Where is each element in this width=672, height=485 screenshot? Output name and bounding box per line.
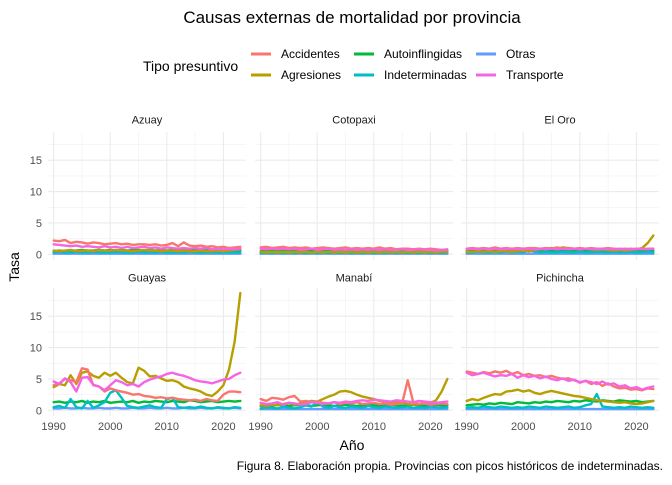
y-tick-label: 0 bbox=[36, 405, 42, 417]
chart-title: Causas externas de mortalidad por provin… bbox=[183, 8, 521, 27]
x-tick-label: 2020 bbox=[211, 421, 235, 433]
y-tick-label: 10 bbox=[30, 343, 42, 355]
y-tick-label: 5 bbox=[36, 374, 42, 386]
y-tick-label: 10 bbox=[30, 187, 42, 199]
x-axis-label: Año bbox=[340, 437, 365, 453]
legend-item-indeterminadas: Indeterminadas bbox=[354, 68, 467, 82]
legend-label-transporte: Transporte bbox=[506, 68, 564, 82]
series-line-indeterminadas bbox=[259, 400, 449, 410]
y-tick-label: 5 bbox=[36, 218, 42, 230]
x-tick-label: 1990 bbox=[41, 421, 65, 433]
panel-strip-label: Cotopaxi bbox=[332, 115, 375, 127]
series-line-transporte bbox=[52, 243, 242, 251]
legend-title: Tipo presuntivo bbox=[143, 58, 238, 74]
legend: Tipo presuntivo Accidentes Agresiones Auto… bbox=[143, 47, 564, 82]
x-tick-label: 2000 bbox=[305, 421, 329, 433]
panel-cotopaxi: Cotopaxi bbox=[255, 115, 453, 260]
series-line-transporte bbox=[465, 247, 655, 251]
panel-strip-label: El Oro bbox=[544, 115, 575, 127]
series-line-autoinflingidas bbox=[465, 399, 655, 407]
legend-item-transporte: Transporte bbox=[476, 68, 564, 82]
series-line-accidentes bbox=[52, 238, 242, 250]
legend-item-accidentes: Accidentes bbox=[251, 47, 340, 61]
x-tick-label: 2010 bbox=[362, 421, 386, 433]
panel-series bbox=[52, 291, 242, 410]
series-line-autoinflingidas bbox=[52, 399, 242, 405]
panel-series bbox=[465, 234, 655, 255]
series-line-transporte bbox=[52, 371, 242, 393]
series-line-accidentes bbox=[52, 367, 242, 403]
series-line-transporte bbox=[259, 398, 449, 406]
panel-grid bbox=[48, 288, 246, 416]
panel-series bbox=[465, 369, 655, 411]
legend-label-accidentes: Accidentes bbox=[281, 47, 340, 61]
series-line-transporte bbox=[259, 247, 449, 252]
panel-grid bbox=[255, 288, 453, 416]
series-line-accidentes bbox=[259, 379, 449, 406]
panel-azuay: Azuay 0 5 10 15 bbox=[30, 115, 246, 261]
panel-pichincha: Pichincha 1990 2000 2010 2020 bbox=[454, 273, 659, 433]
panel-el-oro: El Oro bbox=[461, 115, 659, 260]
panel-series bbox=[259, 245, 449, 255]
x-tick-label: 2020 bbox=[418, 421, 442, 433]
x-tick-label: 1990 bbox=[248, 421, 272, 433]
panel-manabi: Manabí 1990 2000 2010 2020 bbox=[248, 273, 453, 433]
series-line-autoinflingidas bbox=[259, 249, 449, 253]
legend-item-agresiones: Agresiones bbox=[251, 68, 341, 82]
panel-strip-label: Guayas bbox=[128, 273, 166, 285]
y-axis-label: Tasa bbox=[6, 252, 22, 282]
x-tick-label: 2000 bbox=[511, 421, 535, 433]
y-tick-label: 15 bbox=[30, 155, 42, 167]
series-line-indeterminadas bbox=[52, 250, 242, 254]
legend-label-indeterminadas: Indeterminadas bbox=[384, 68, 467, 82]
panel-series bbox=[259, 377, 449, 411]
legend-label-autoinflingidas: Autoinflingidas bbox=[384, 47, 462, 61]
x-tick-label: 2000 bbox=[98, 421, 122, 433]
series-line-indeterminadas bbox=[52, 389, 242, 410]
x-tick-label: 2010 bbox=[155, 421, 179, 433]
series-line-agresiones bbox=[52, 248, 242, 253]
panel-strip-label: Azuay bbox=[132, 115, 163, 127]
x-tick-label: 2010 bbox=[568, 421, 592, 433]
legend-label-otras: Otras bbox=[506, 47, 535, 61]
panel-strip-label: Manabí bbox=[336, 273, 373, 285]
series-line-agresiones bbox=[259, 250, 449, 254]
x-tick-label: 1990 bbox=[454, 421, 478, 433]
panel-strip-label: Pichincha bbox=[536, 273, 585, 285]
series-line-indeterminadas bbox=[465, 392, 655, 410]
series-line-transporte bbox=[465, 371, 655, 391]
chart-caption: Figura 8. Elaboración propia. Provincias… bbox=[237, 459, 663, 473]
x-tick-label: 2020 bbox=[624, 421, 648, 433]
legend-item-otras: Otras bbox=[476, 47, 535, 61]
series-line-agresiones bbox=[465, 388, 655, 406]
y-tick-label: 0 bbox=[36, 249, 42, 261]
legend-item-autoinflingidas: Autoinflingidas bbox=[354, 47, 462, 61]
panel-series bbox=[52, 238, 242, 255]
legend-label-agresiones: Agresiones bbox=[281, 68, 341, 82]
series-line-agresiones bbox=[52, 291, 242, 398]
y-tick-label: 15 bbox=[30, 311, 42, 323]
panel-guayas: Guayas 0 5 10 15 1990 2000 2010 2020 bbox=[30, 273, 246, 433]
panels: Azuay 0 5 10 15 Cotopaxi El Oro Guayas 0 5 10 15 199… bbox=[30, 115, 659, 433]
